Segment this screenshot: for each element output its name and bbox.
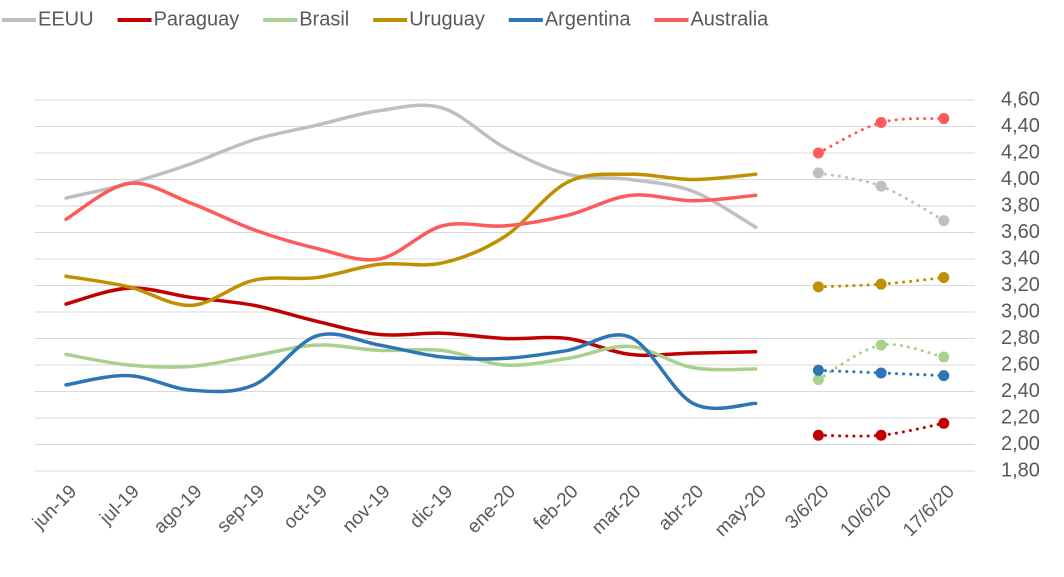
point-marker <box>812 374 824 386</box>
point-marker <box>875 278 887 290</box>
series-line <box>64 286 758 358</box>
y-tick-label: 4,40 <box>1001 115 1040 137</box>
x-tick-label: 3/6/20 <box>781 481 833 533</box>
x-tick-label: dic-19 <box>406 481 457 532</box>
series-line <box>64 332 758 411</box>
x-tick-label: oct-19 <box>280 481 332 533</box>
point-marker <box>938 272 950 284</box>
y-tick-label: 3,40 <box>1001 247 1040 269</box>
x-tick-label: nov-19 <box>339 481 395 537</box>
legend-item: EEUU <box>2 8 94 30</box>
point-marker <box>875 339 887 351</box>
point-marker <box>938 417 950 429</box>
legend-label: Australia <box>690 8 769 30</box>
x-tick-label: abr-20 <box>654 481 708 535</box>
y-tick-label: 3,60 <box>1001 221 1040 243</box>
point-marker <box>812 281 824 293</box>
series-line <box>64 181 758 262</box>
point-marker <box>875 117 887 129</box>
y-tick-label: 4,20 <box>1001 141 1040 163</box>
point-marker <box>812 147 824 159</box>
y-tick-label: 3,00 <box>1001 300 1040 322</box>
x-tick-label: jul-19 <box>95 481 143 529</box>
point-marker <box>875 180 887 192</box>
x-tick-label: mar-20 <box>588 481 645 538</box>
legend-label: Paraguay <box>154 8 240 30</box>
legend-item: Paraguay <box>117 8 240 30</box>
point-marker <box>938 351 950 363</box>
y-tick-label: 3,20 <box>1001 274 1040 296</box>
legend-label: EEUU <box>38 8 94 30</box>
y-tick-label: 1,80 <box>1001 459 1040 481</box>
legend-item: Argentina <box>508 8 631 30</box>
x-tick-label: feb-20 <box>530 481 583 534</box>
y-tick-label: 2,00 <box>1001 433 1040 455</box>
y-tick-label: 2,20 <box>1001 406 1040 428</box>
legend-item: Brasil <box>263 8 349 30</box>
point-marker <box>875 367 887 379</box>
x-tick-label: 10/6/20 <box>836 481 896 541</box>
legend-label: Uruguay <box>409 8 485 30</box>
legend-item: Australia <box>654 8 769 30</box>
y-tick-label: 2,80 <box>1001 327 1040 349</box>
point-marker <box>812 364 824 376</box>
legend-item: Uruguay <box>373 8 485 30</box>
point-marker <box>938 113 950 125</box>
x-tick-label: ago-19 <box>150 481 207 538</box>
x-tick-label: may-20 <box>711 481 771 541</box>
legend-label: Brasil <box>299 8 349 30</box>
point-marker <box>812 429 824 441</box>
y-tick-label: 2,40 <box>1001 380 1040 402</box>
point-marker <box>938 215 950 227</box>
legend-label: Argentina <box>545 8 631 30</box>
x-tick-label: 17/6/20 <box>899 481 959 541</box>
y-tick-label: 2,60 <box>1001 353 1040 375</box>
y-tick-label: 4,00 <box>1001 168 1040 190</box>
point-marker <box>875 429 887 441</box>
point-marker <box>938 370 950 382</box>
series-line <box>64 343 758 372</box>
series-line <box>64 103 758 229</box>
x-tick-label: jun-19 <box>28 481 81 534</box>
point-marker <box>812 167 824 179</box>
x-tick-label: ene-20 <box>463 481 520 538</box>
y-tick-label: 3,80 <box>1001 194 1040 216</box>
series-line-dotted <box>816 171 946 223</box>
y-tick-label: 4,60 <box>1001 88 1040 110</box>
x-tick-label: sep-19 <box>213 481 269 537</box>
series-line <box>64 172 758 308</box>
